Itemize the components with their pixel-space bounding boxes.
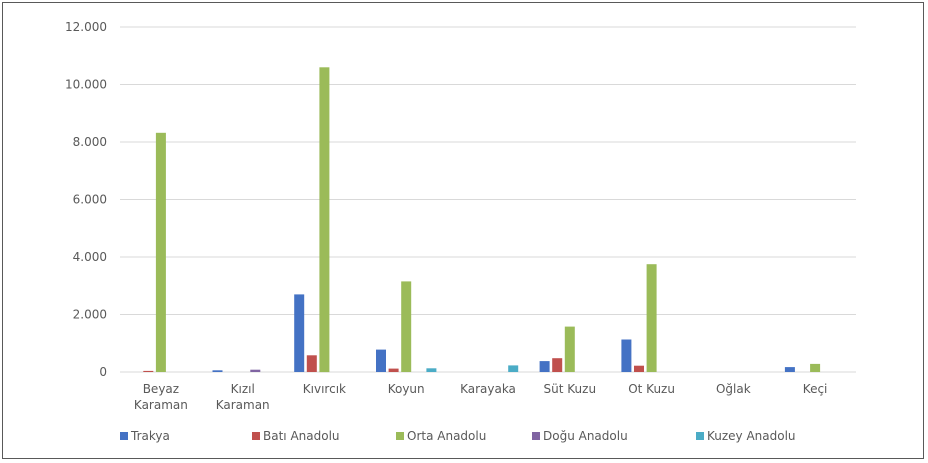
y-tick-label: 2.000 xyxy=(73,308,107,322)
x-tick-label: Karayaka xyxy=(460,382,516,396)
y-tick-label: 12.000 xyxy=(65,20,107,34)
bar xyxy=(634,365,644,372)
legend-item: Kuzey Anadolu xyxy=(696,429,796,443)
legend-label: Batı Anadolu xyxy=(263,429,340,443)
legend-swatch xyxy=(696,432,704,440)
legend-item: Orta Anadolu xyxy=(396,429,486,443)
bar xyxy=(388,368,399,372)
legend-item: Doğu Anadolu xyxy=(532,429,628,443)
legend: Trakya Batı Anadolu Orta Anadolu Doğu Anado… xyxy=(120,429,880,447)
bar xyxy=(294,294,305,372)
y-tick-label: 4.000 xyxy=(73,250,107,264)
bar xyxy=(646,264,657,372)
legend-swatch xyxy=(532,432,540,440)
bar xyxy=(376,349,386,372)
y-tick-label: 6.000 xyxy=(73,193,107,207)
bar xyxy=(212,370,223,372)
x-tick-label: Süt Kuzu xyxy=(544,382,597,396)
bar xyxy=(784,367,795,372)
bar xyxy=(250,369,261,372)
legend-label: Kuzey Anadolu xyxy=(707,429,796,443)
x-tick-label: Beyaz Karaman xyxy=(134,382,188,412)
bar xyxy=(810,363,821,372)
bar xyxy=(552,358,563,372)
legend-swatch xyxy=(396,432,404,440)
x-tick-label: Oğlak xyxy=(716,382,751,396)
bar xyxy=(539,361,550,372)
bar xyxy=(564,326,575,372)
bar xyxy=(401,281,412,372)
y-tick-label: 10.000 xyxy=(65,78,107,92)
legend-item: Trakya xyxy=(120,429,170,443)
legend-label: Orta Anadolu xyxy=(407,429,487,443)
legend-label: Trakya xyxy=(131,429,170,443)
bar xyxy=(319,67,330,373)
bar xyxy=(621,339,632,372)
x-tick-label: Kıvırcık xyxy=(303,382,346,396)
legend-swatch xyxy=(252,432,260,440)
bar xyxy=(143,370,154,372)
y-tick-label: 0 xyxy=(99,365,107,379)
legend-swatch xyxy=(120,432,128,440)
y-tick-label: 8.000 xyxy=(73,135,107,149)
legend-label: Doğu Anadolu xyxy=(543,429,628,443)
bar xyxy=(426,368,437,372)
legend-item: Batı Anadolu xyxy=(252,429,340,443)
bar xyxy=(306,355,317,372)
x-tick-label: Ot Kuzu xyxy=(628,382,675,396)
bar xyxy=(155,132,166,372)
x-tick-label: Kızıl Karaman xyxy=(216,382,270,412)
x-tick-label: Koyun xyxy=(388,382,425,396)
bar xyxy=(508,365,519,372)
x-tick-label: Keçi xyxy=(803,382,828,396)
